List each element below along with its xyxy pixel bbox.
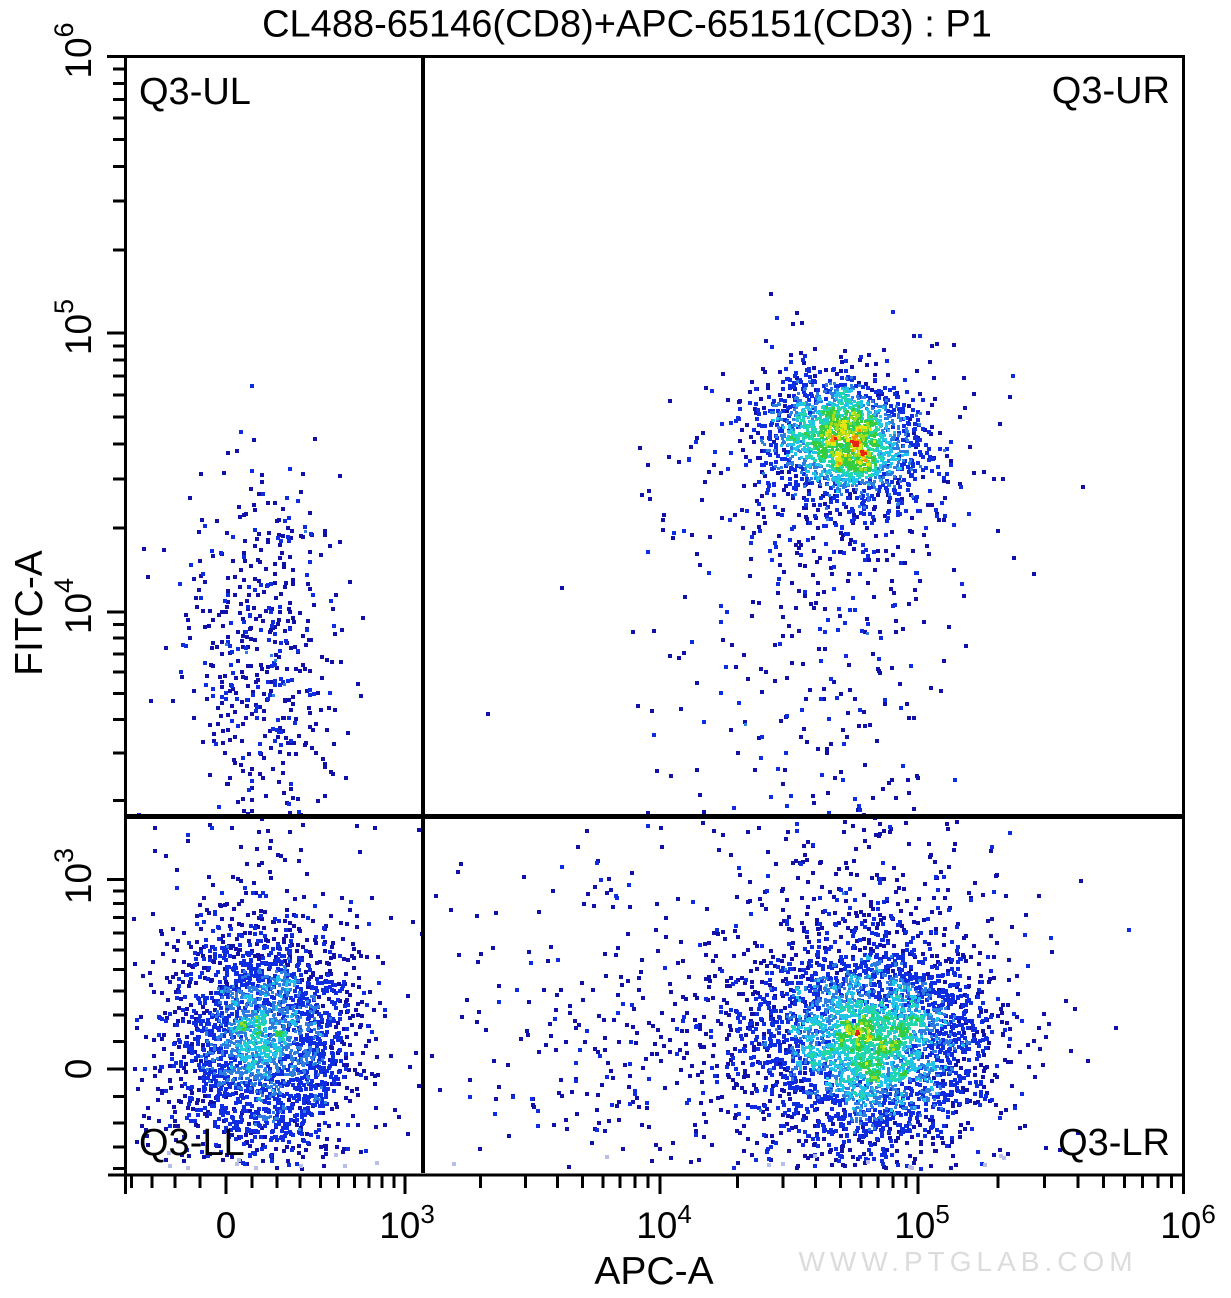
svg-text:FITC-A: FITC-A bbox=[8, 550, 51, 676]
svg-text:Q3-LL: Q3-LL bbox=[139, 1122, 245, 1164]
svg-text:0: 0 bbox=[58, 1059, 99, 1080]
svg-text:Q3-UL: Q3-UL bbox=[139, 71, 251, 113]
svg-text:Q3-UR: Q3-UR bbox=[1052, 70, 1170, 112]
svg-text:CL488-65146(CD8)+APC-65151(CD3: CL488-65146(CD8)+APC-65151(CD3) : P1 bbox=[262, 4, 992, 46]
svg-text:APC-A: APC-A bbox=[594, 1250, 713, 1293]
svg-text:Q3-LR: Q3-LR bbox=[1058, 1122, 1170, 1164]
svg-text:105: 105 bbox=[894, 1199, 950, 1246]
svg-text:WWW.PTGLAB.COM: WWW.PTGLAB.COM bbox=[798, 1246, 1137, 1277]
svg-text:0: 0 bbox=[216, 1205, 237, 1246]
